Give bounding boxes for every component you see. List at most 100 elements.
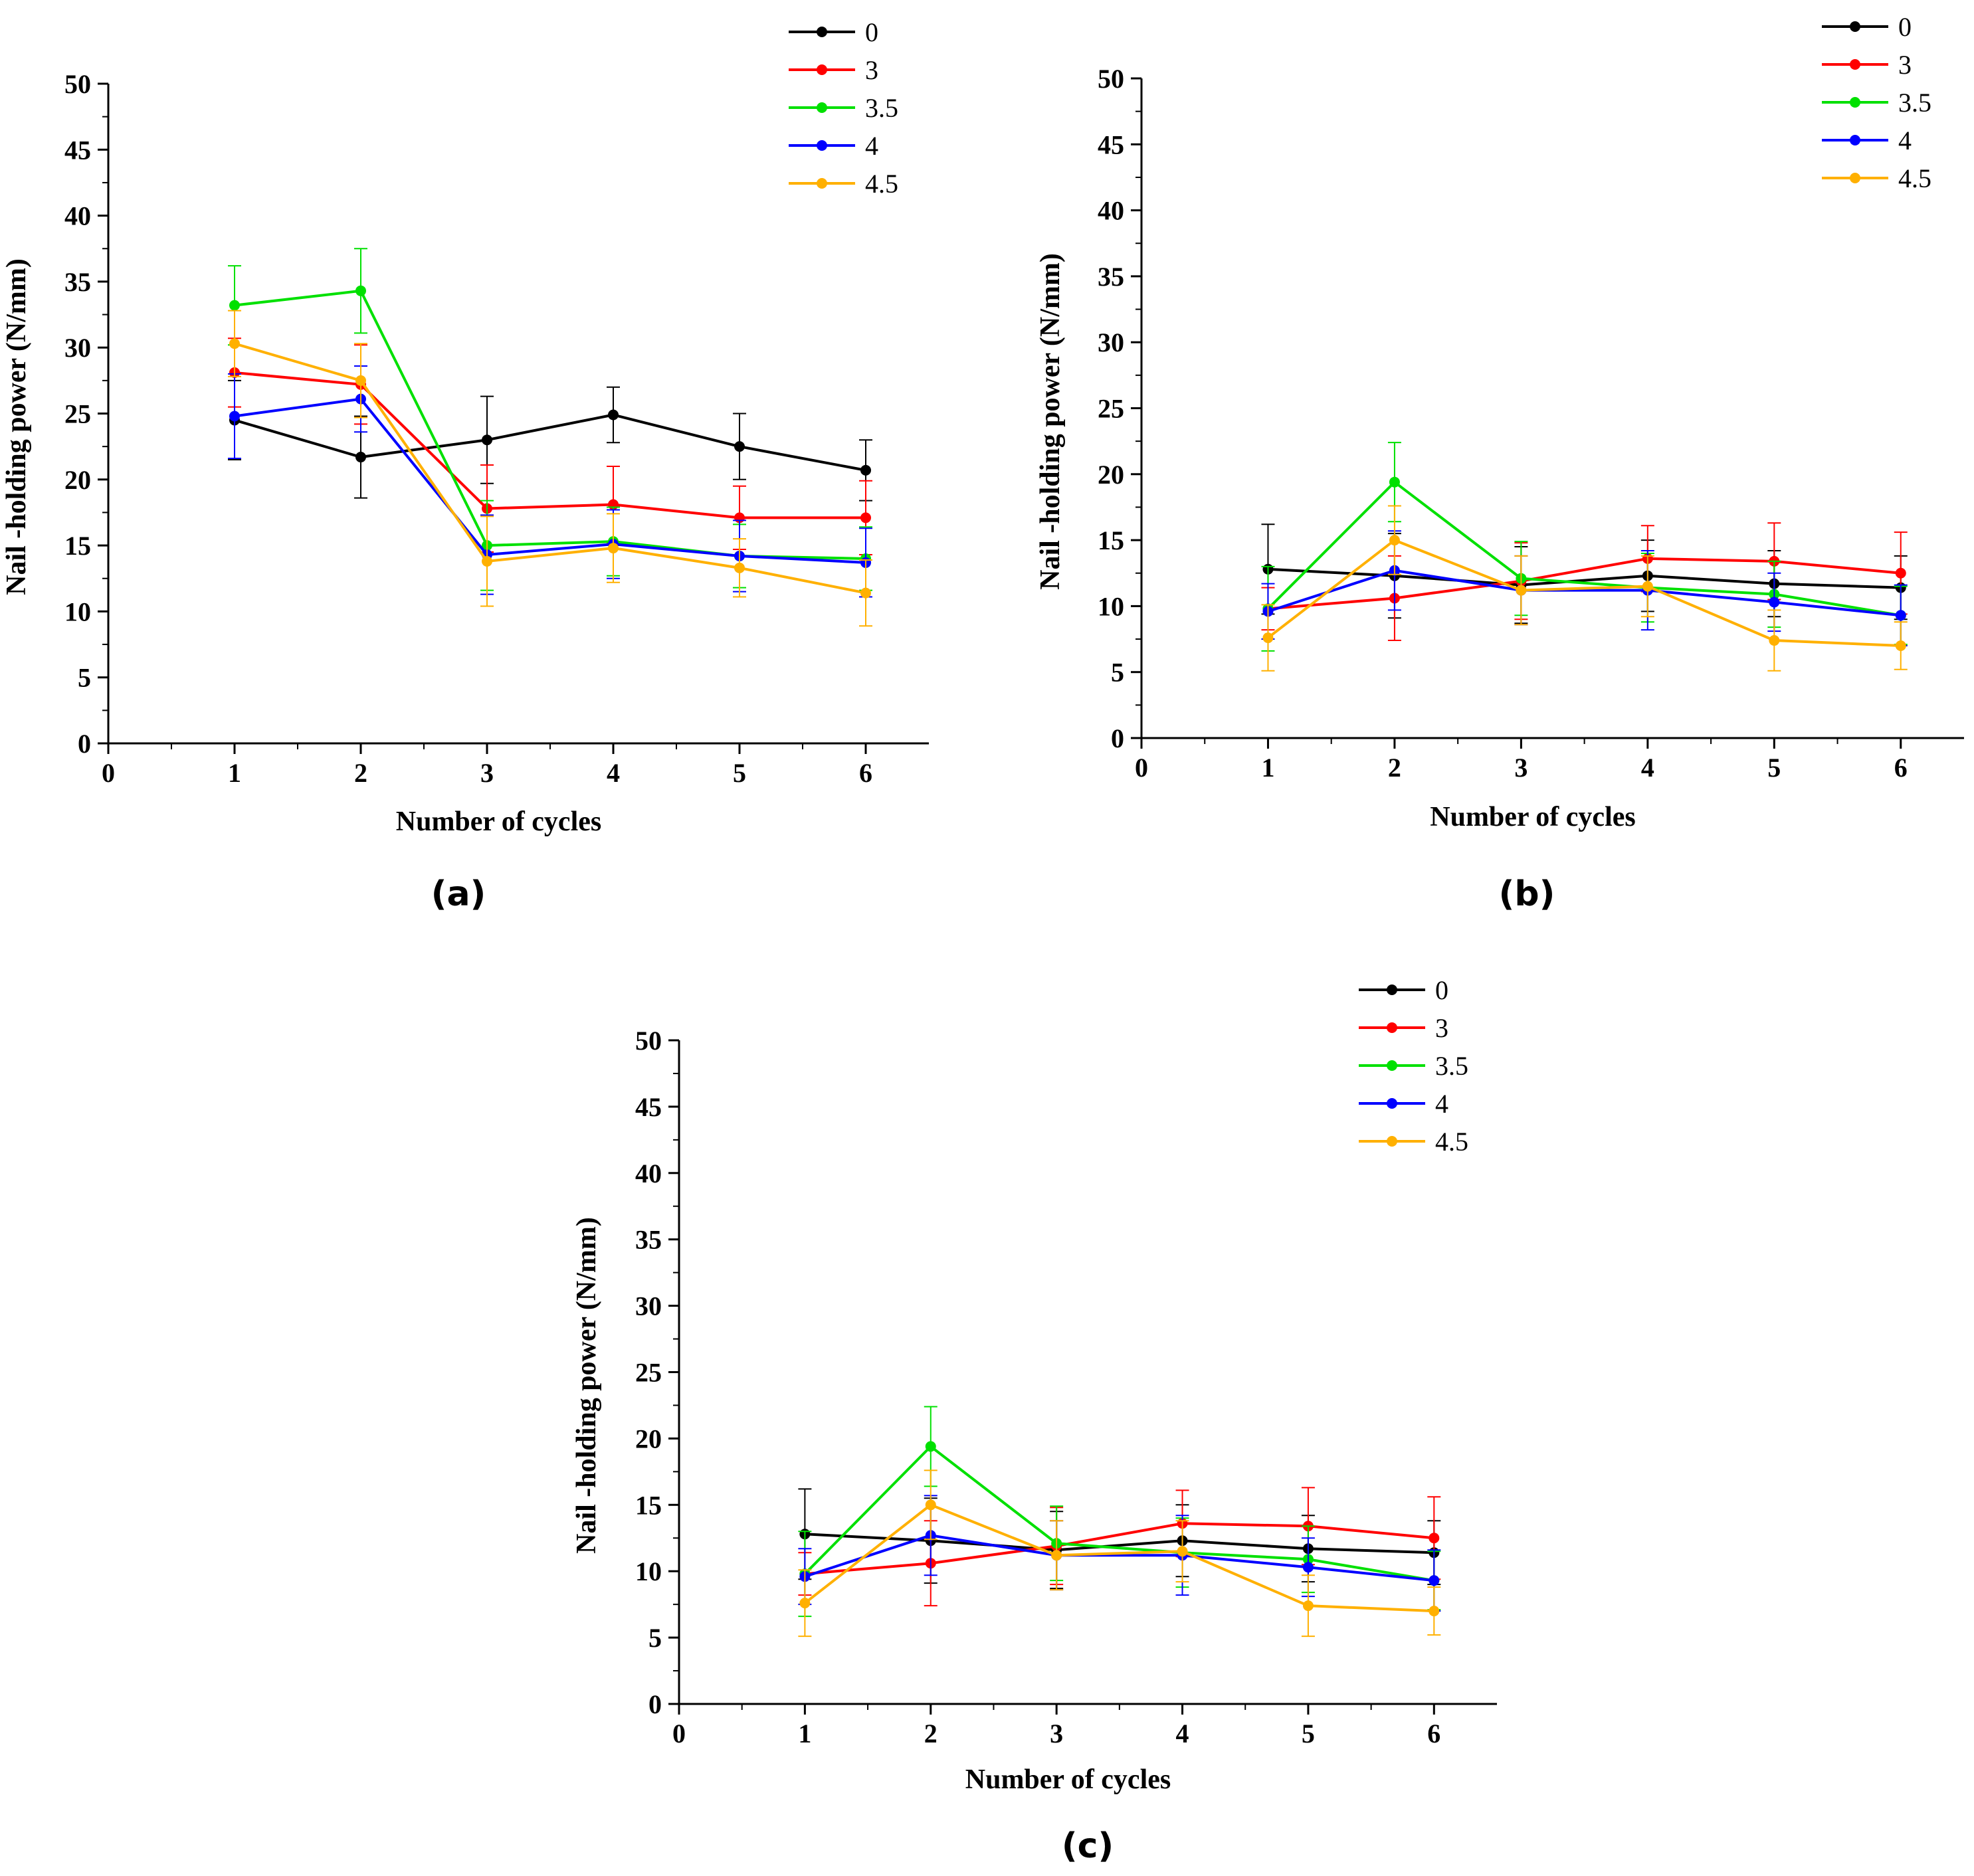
data-point <box>1302 1562 1314 1573</box>
panel-caption: (b) <box>1499 874 1555 914</box>
y-tick-label: 50 <box>1098 64 1124 94</box>
y-axis-title: Nail -holding power (N/mm) <box>571 1217 602 1554</box>
series-line <box>234 413 866 472</box>
x-tick-label: 6 <box>1427 1719 1440 1748</box>
series-line <box>804 1534 1434 1582</box>
data-point <box>1429 1606 1440 1617</box>
data-point <box>799 1598 811 1609</box>
legend-marker <box>1387 985 1397 995</box>
data-point <box>1262 632 1274 644</box>
series-3.5 <box>798 1406 1441 1618</box>
y-tick-label: 40 <box>64 201 91 231</box>
y-tick-label: 15 <box>1098 525 1124 555</box>
data-point <box>229 338 240 349</box>
data-point <box>1516 585 1527 596</box>
data-point <box>1895 567 1906 579</box>
data-point <box>734 562 745 573</box>
legend-label: 4 <box>1898 126 1912 155</box>
series-line <box>805 1533 1434 1554</box>
data-point <box>925 1441 936 1452</box>
series-line <box>1268 557 1901 610</box>
y-tick-label: 20 <box>1098 460 1124 490</box>
x-tick-label: 3 <box>1050 1719 1063 1748</box>
legend-marker <box>1850 173 1860 183</box>
legend-label: 3 <box>1435 1013 1448 1043</box>
legend-label: 3 <box>865 55 878 85</box>
data-point <box>1389 476 1400 488</box>
x-tick-label: 3 <box>1514 753 1528 783</box>
legend: 0 3 3.5 4 4.5 <box>789 17 898 199</box>
y-tick-label: 45 <box>635 1092 662 1122</box>
legend-label: 0 <box>1435 975 1448 1005</box>
x-tick-label: 5 <box>1302 1719 1315 1748</box>
y-tick-label: 20 <box>635 1424 662 1454</box>
data-point <box>355 452 366 463</box>
data-point <box>860 464 871 476</box>
data-point <box>925 1499 936 1511</box>
panel-caption: (a) <box>431 874 486 914</box>
x-tick-label: 1 <box>228 758 241 788</box>
data-point <box>860 512 871 523</box>
data-point <box>1769 635 1780 646</box>
data-point <box>1429 1575 1440 1586</box>
x-axis-title: Number of cycles <box>965 1764 1171 1795</box>
data-point <box>1051 1550 1062 1561</box>
series-line <box>804 1503 1434 1613</box>
y-tick-label: 20 <box>64 465 91 495</box>
data-point <box>229 300 240 311</box>
data-point <box>482 434 492 446</box>
y-tick-label: 35 <box>64 267 91 297</box>
y-tick-label: 40 <box>635 1159 662 1188</box>
y-tick-label: 10 <box>64 597 91 626</box>
series-line <box>234 371 866 519</box>
x-tick-label: 2 <box>924 1719 938 1748</box>
legend-label: 3.5 <box>1435 1051 1468 1081</box>
data-point <box>1389 535 1400 546</box>
legend-marker <box>817 27 827 37</box>
legend: 0 3 3.5 4 4.5 <box>1359 975 1468 1157</box>
y-tick-label: 25 <box>64 399 91 429</box>
x-tick-label: 4 <box>1176 1719 1189 1748</box>
x-tick-label: 0 <box>672 1719 686 1748</box>
legend-marker <box>817 140 827 151</box>
legend: 0 3 3.5 4 4.5 <box>1822 12 1931 193</box>
y-tick-label: 50 <box>635 1026 662 1056</box>
x-tick-label: 0 <box>1135 753 1148 783</box>
y-tick-label: 30 <box>1098 328 1124 357</box>
series-3.5 <box>228 248 872 591</box>
data-point <box>1642 581 1653 592</box>
legend-label: 4 <box>1435 1089 1448 1119</box>
series-0 <box>798 1488 1441 1590</box>
x-tick-label: 6 <box>1894 753 1908 783</box>
legend-marker <box>1850 135 1860 145</box>
legend-marker <box>1387 1022 1397 1033</box>
y-tick-label: 5 <box>648 1623 662 1653</box>
y-tick-label: 45 <box>64 135 91 165</box>
series-line <box>1267 538 1901 647</box>
series-line <box>234 342 866 595</box>
data-point <box>1769 597 1780 608</box>
legend-marker <box>1387 1136 1397 1147</box>
series-4 <box>228 365 872 598</box>
y-tick-label: 15 <box>635 1490 662 1520</box>
series-0 <box>228 379 872 502</box>
series-line <box>805 1522 1434 1576</box>
data-point <box>1895 640 1906 651</box>
data-point <box>1895 610 1906 621</box>
x-axis-title: Number of cycles <box>396 806 601 837</box>
series-line <box>1267 480 1902 617</box>
legend-marker <box>817 64 827 75</box>
legend-label: 3 <box>1898 50 1912 80</box>
series-line <box>1267 569 1901 617</box>
y-tick-label: 15 <box>64 531 91 561</box>
x-tick-label: 4 <box>607 758 620 788</box>
legend-label: 4 <box>865 131 878 161</box>
y-tick-label: 30 <box>64 333 91 363</box>
data-point <box>1302 1600 1314 1612</box>
legend-marker <box>1387 1098 1397 1109</box>
legend-marker <box>1850 21 1860 32</box>
data-point <box>608 409 619 421</box>
series-4.5 <box>798 1469 1441 1638</box>
